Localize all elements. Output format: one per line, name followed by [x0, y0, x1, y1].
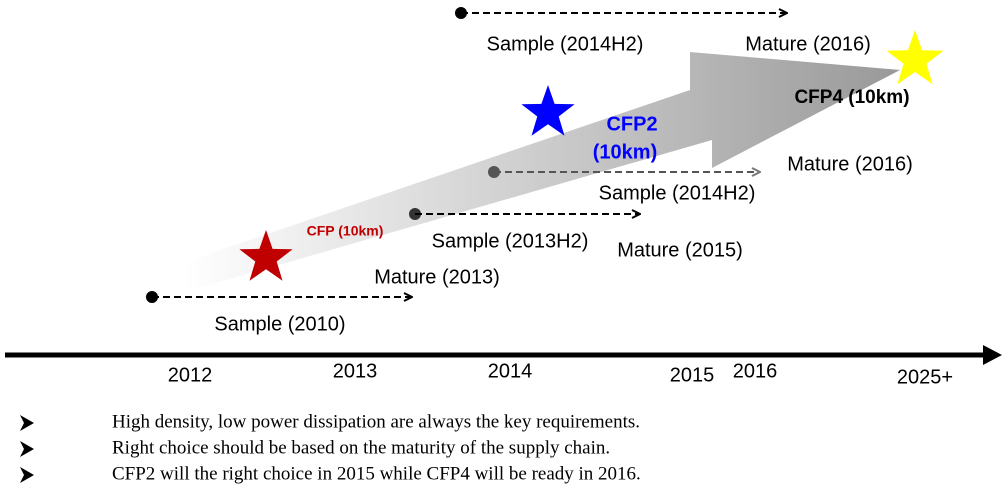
timeline-arrowhead [983, 345, 1002, 365]
sample-label: Sample (2014H2) [487, 33, 644, 55]
bullet-text: High density, low power dissipation are … [112, 411, 640, 432]
tick-label: 2015 [670, 364, 715, 386]
sample-label: Sample (2014H2) [599, 182, 756, 204]
sample-label: Sample (2010) [214, 313, 345, 335]
bullet-text: CFP2 will the right choice in 2015 while… [112, 463, 641, 484]
tick-label: 2013 [333, 360, 378, 382]
tick-label: 2012 [168, 364, 213, 386]
mature-label: Mature (2013) [374, 266, 500, 288]
mature-label: Mature (2016) [787, 153, 913, 175]
module-label: CFP2 [606, 113, 657, 135]
module-label: CFP (10km) [307, 223, 384, 239]
module-label: (10km) [593, 141, 657, 163]
sample-label: Sample (2013H2) [432, 230, 589, 252]
bullet-icon [20, 415, 34, 483]
module-label: CFP4 (10km) [794, 87, 909, 108]
star-cfp [239, 230, 293, 281]
star-cfp2 [521, 85, 575, 136]
tick-label: 2025+ [897, 366, 953, 388]
tick-label: 2014 [488, 360, 533, 382]
tick-label: 2016 [733, 360, 778, 382]
mature-label: Mature (2016) [745, 33, 871, 55]
mature-label: Mature (2015) [617, 239, 743, 261]
star-cfp4 [886, 30, 944, 85]
bullet-text: Right choice should be based on the matu… [112, 437, 610, 458]
